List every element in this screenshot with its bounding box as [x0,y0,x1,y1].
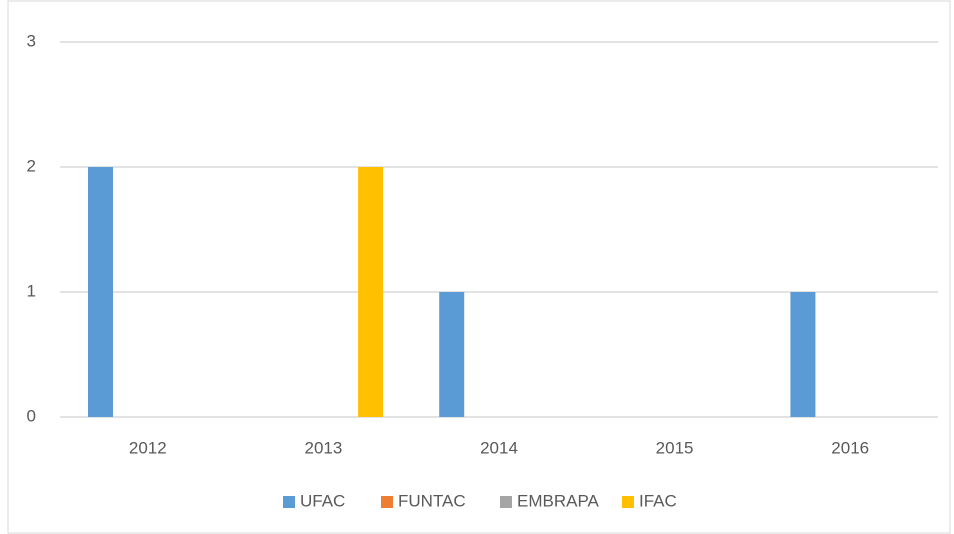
chart-frame [7,0,951,534]
legend-swatch [381,496,393,508]
y-tick-label: 1 [27,281,36,300]
bar [88,167,113,417]
legend-label: EMBRAPA [517,491,600,510]
legend-label: UFAC [300,491,345,510]
legend-label: IFAC [639,491,677,510]
legend-label: FUNTAC [398,491,466,510]
bar [790,292,816,417]
bar [358,167,384,417]
x-tick-label: 2015 [656,438,694,457]
y-tick-label: 3 [27,31,36,50]
x-tick-label: 2012 [129,438,167,457]
x-tick-label: 2013 [304,438,342,457]
legend-swatch [500,496,512,508]
y-tick-label: 2 [27,156,36,175]
x-tick-label: 2016 [831,438,869,457]
legend-swatch [622,496,634,508]
y-tick-label: 0 [27,406,36,425]
x-tick-label: 2014 [480,438,518,457]
bar [439,292,465,417]
legend-swatch [283,496,295,508]
